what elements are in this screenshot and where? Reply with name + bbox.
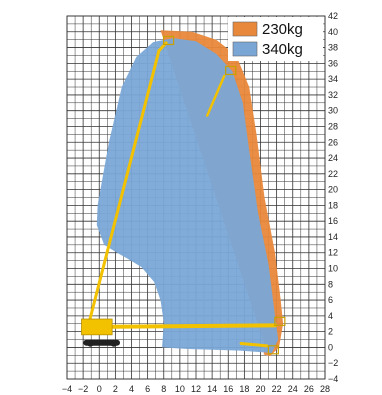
y-tick-label: 20 [328,185,338,195]
legend-swatch [232,41,258,57]
wheel-icon [110,340,117,347]
x-tick-label: 6 [145,384,150,394]
x-tick-label: 12 [191,384,201,394]
x-tick-label: 20 [255,384,265,394]
y-tick-label: −2 [328,358,338,368]
legend-swatch [232,21,258,37]
y-tick-label: 0 [328,342,333,352]
y-tick-label: 28 [328,121,338,131]
y-tick-label: 26 [328,137,338,147]
y-tick-label: −4 [328,374,338,384]
x-tick-label: 10 [175,384,185,394]
basket-mid [225,65,237,76]
legend-label: 230kg [262,21,303,38]
basket-right [274,316,286,326]
y-tick-label: 14 [328,232,338,242]
x-tick-label: 28 [320,384,330,394]
basket-top [162,35,175,46]
y-tick-label: 2 [328,327,333,337]
y-tick-label: 30 [328,106,338,116]
lift-machine [81,35,286,355]
main-boom [87,49,161,326]
x-tick-label: −2 [78,384,88,394]
y-tick-label: 22 [328,169,338,179]
fly-arm [206,74,226,117]
basket-low [267,345,279,355]
lower-arm [239,341,269,348]
wheel-icon [87,340,94,347]
axes: −4−2024681012141618202224262830323436384… [62,11,338,394]
telescopic-arm [84,323,278,329]
x-tick-label: 4 [129,384,134,394]
y-tick-label: 16 [328,216,338,226]
legend: 230kg 340kg [228,17,323,61]
turntable [81,318,113,336]
envelope-340kg [96,38,279,353]
x-tick-label: 24 [288,384,298,394]
y-tick-label: 32 [328,90,338,100]
x-tick-label: 22 [272,384,282,394]
legend-label: 340kg [262,41,303,58]
x-tick-label: −4 [62,384,72,394]
x-tick-label: 16 [223,384,233,394]
x-tick-label: 14 [207,384,217,394]
y-tick-label: 8 [328,279,333,289]
plot-frame [66,15,326,380]
y-tick-label: 10 [328,264,338,274]
y-tick-label: 4 [328,311,333,321]
x-tick-label: 18 [239,384,249,394]
y-tick-label: 36 [328,58,338,68]
y-tick-label: 40 [328,27,338,37]
x-tick-label: 26 [304,384,314,394]
x-tick-label: 8 [161,384,166,394]
x-tick-label: 2 [113,384,118,394]
y-tick-label: 6 [328,295,333,305]
x-tick-label: 0 [97,384,102,394]
y-tick-label: 34 [328,74,338,84]
y-tick-label: 18 [328,200,338,210]
y-tick-label: 24 [328,153,338,163]
y-tick-label: 38 [328,43,338,53]
y-tick-label: 42 [328,11,338,21]
y-tick-label: 12 [328,248,338,258]
